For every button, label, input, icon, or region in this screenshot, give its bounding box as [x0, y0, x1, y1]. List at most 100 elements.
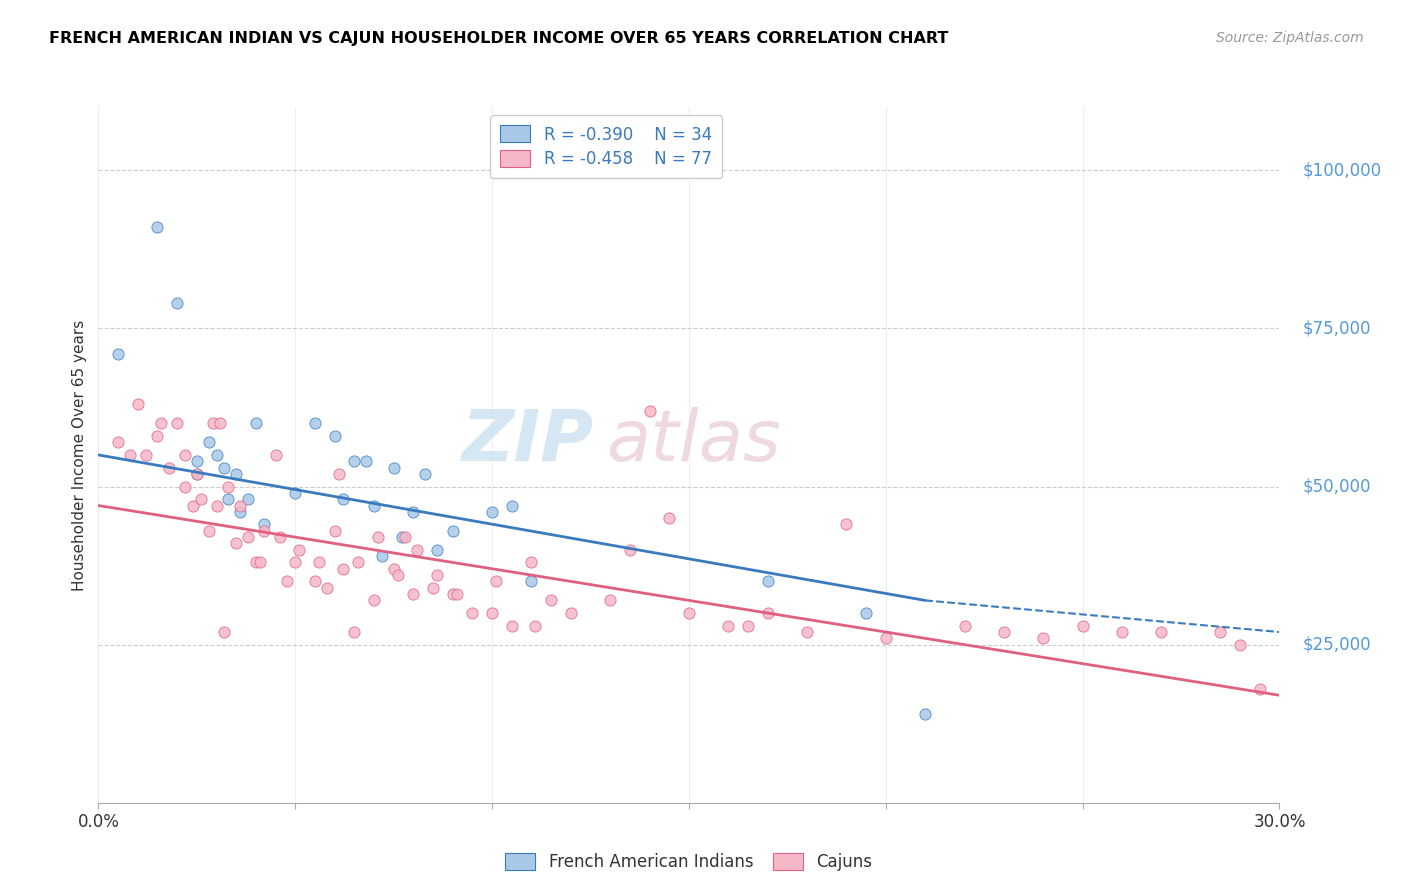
- Point: [245, 417, 267, 431]
- Point: [229, 499, 252, 513]
- Point: [205, 448, 228, 462]
- Point: [914, 707, 936, 722]
- Point: [166, 417, 188, 431]
- Point: [501, 618, 523, 632]
- Point: [253, 517, 276, 532]
- Point: [441, 587, 464, 601]
- Point: [174, 479, 197, 493]
- Point: [201, 417, 224, 431]
- Point: [363, 593, 385, 607]
- Point: [190, 492, 212, 507]
- Point: [619, 542, 641, 557]
- Point: [186, 454, 208, 468]
- Point: [197, 524, 219, 538]
- Point: [481, 505, 503, 519]
- Point: [186, 467, 208, 481]
- Point: [394, 530, 416, 544]
- Point: [855, 606, 877, 620]
- Point: [367, 530, 389, 544]
- Text: $100,000: $100,000: [1303, 161, 1382, 179]
- Point: [796, 625, 818, 640]
- Point: [371, 549, 394, 563]
- Point: [245, 556, 267, 570]
- Point: [209, 417, 232, 431]
- Point: [166, 296, 188, 310]
- Text: FRENCH AMERICAN INDIAN VS CAJUN HOUSEHOLDER INCOME OVER 65 YEARS CORRELATION CHA: FRENCH AMERICAN INDIAN VS CAJUN HOUSEHOL…: [49, 31, 949, 46]
- Point: [402, 505, 425, 519]
- Point: [332, 492, 354, 507]
- Point: [127, 397, 149, 411]
- Point: [426, 568, 449, 582]
- Point: [308, 556, 330, 570]
- Point: [382, 562, 405, 576]
- Point: [422, 581, 444, 595]
- Point: [214, 460, 236, 475]
- Point: [717, 618, 740, 632]
- Point: [406, 542, 429, 557]
- Point: [1209, 625, 1232, 640]
- Point: [678, 606, 700, 620]
- Point: [157, 460, 180, 475]
- Point: [150, 417, 173, 431]
- Point: [560, 606, 582, 620]
- Point: [107, 435, 129, 450]
- Point: [638, 403, 661, 417]
- Point: [249, 556, 271, 570]
- Point: [953, 618, 976, 632]
- Point: [304, 574, 326, 589]
- Point: [328, 467, 350, 481]
- Point: [875, 632, 897, 646]
- Point: [1032, 632, 1054, 646]
- Point: [1111, 625, 1133, 640]
- Point: [426, 542, 449, 557]
- Point: [391, 530, 413, 544]
- Point: [214, 625, 236, 640]
- Point: [347, 556, 370, 570]
- Text: ZIP: ZIP: [463, 407, 595, 475]
- Point: [387, 568, 409, 582]
- Point: [225, 536, 247, 550]
- Point: [225, 467, 247, 481]
- Point: [501, 499, 523, 513]
- Point: [107, 347, 129, 361]
- Point: [181, 499, 204, 513]
- Point: [520, 556, 543, 570]
- Point: [284, 486, 307, 500]
- Point: [461, 606, 484, 620]
- Point: [315, 581, 337, 595]
- Point: [756, 606, 779, 620]
- Point: [304, 417, 326, 431]
- Point: [1229, 638, 1251, 652]
- Point: [363, 499, 385, 513]
- Point: [205, 499, 228, 513]
- Point: [402, 587, 425, 601]
- Point: [174, 448, 197, 462]
- Point: [284, 556, 307, 570]
- Point: [343, 625, 366, 640]
- Text: $75,000: $75,000: [1303, 319, 1372, 337]
- Point: [236, 530, 259, 544]
- Point: [835, 517, 858, 532]
- Point: [993, 625, 1015, 640]
- Text: Source: ZipAtlas.com: Source: ZipAtlas.com: [1216, 31, 1364, 45]
- Point: [186, 467, 208, 481]
- Legend: French American Indians, Cajuns: French American Indians, Cajuns: [499, 847, 879, 878]
- Point: [343, 454, 366, 468]
- Point: [269, 530, 291, 544]
- Point: [446, 587, 468, 601]
- Point: [485, 574, 508, 589]
- Y-axis label: Householder Income Over 65 years: Householder Income Over 65 years: [72, 319, 87, 591]
- Point: [1249, 681, 1271, 696]
- Point: [323, 429, 346, 443]
- Point: [354, 454, 377, 468]
- Point: [524, 618, 547, 632]
- Point: [146, 429, 169, 443]
- Point: [1150, 625, 1173, 640]
- Point: [599, 593, 621, 607]
- Point: [1071, 618, 1094, 632]
- Text: atlas: atlas: [606, 407, 780, 475]
- Point: [413, 467, 436, 481]
- Point: [756, 574, 779, 589]
- Point: [481, 606, 503, 620]
- Point: [276, 574, 298, 589]
